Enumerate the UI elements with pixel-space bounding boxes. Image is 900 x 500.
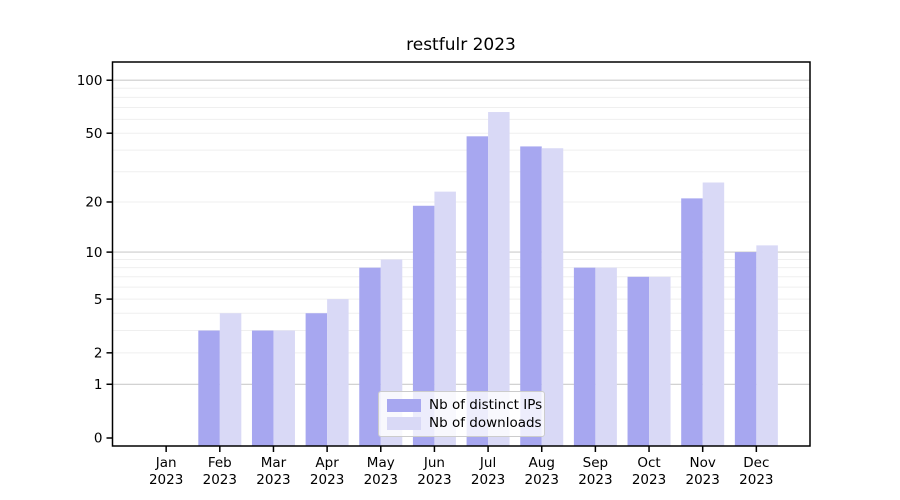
bar-distinct-ips: [627, 276, 650, 446]
bar-downloads: [434, 191, 456, 446]
x-axis-tick-label: Nov 2023: [686, 455, 720, 488]
x-axis-tick-label: May 2023: [364, 455, 398, 488]
bar-distinct-ips: [305, 313, 328, 446]
x-axis-tick-label: Oct 2023: [632, 455, 666, 488]
x-axis-tick-label: Jul 2023: [471, 455, 505, 488]
legend-item-downloads: Nb of downloads: [387, 415, 542, 431]
y-axis-tick-label: 0: [94, 431, 103, 447]
x-axis-tick-label: Apr 2023: [310, 455, 344, 488]
bar-distinct-ips: [251, 330, 274, 446]
y-axis-tick-label: 1: [94, 377, 103, 393]
legend-label-downloads: Nb of downloads: [429, 415, 542, 431]
bar-downloads: [595, 267, 617, 446]
bar-distinct-ips: [198, 330, 220, 446]
x-axis-tick-label: Aug 2023: [525, 455, 559, 488]
chart-title: restfulr 2023: [406, 35, 516, 55]
y-axis-tick-label: 10: [85, 245, 102, 261]
bar-downloads: [649, 276, 671, 446]
legend-label-distinct-ips: Nb of distinct IPs: [429, 397, 543, 413]
bar-downloads: [327, 299, 349, 446]
x-axis-tick-label: Feb 2023: [203, 455, 237, 488]
bar-distinct-ips: [466, 136, 489, 447]
y-axis-tick-label: 5: [94, 292, 103, 308]
bar-distinct-ips: [520, 146, 542, 446]
x-axis-tick-label: Mar 2023: [256, 455, 290, 488]
y-axis-tick-label: 50: [85, 126, 102, 142]
bar-distinct-ips: [734, 252, 757, 446]
x-axis-tick-label: Jun 2023: [417, 455, 451, 488]
legend-item-distinct-ips: Nb of distinct IPs: [387, 397, 542, 413]
bar-distinct-ips: [573, 267, 596, 446]
bar-downloads: [219, 313, 242, 446]
bar-downloads: [488, 112, 510, 446]
y-axis-tick-label: 2: [94, 346, 103, 362]
x-axis-tick-label: Sep 2023: [578, 455, 612, 488]
legend-swatch-distinct-ips-icon: [387, 398, 421, 412]
bar-distinct-ips: [359, 267, 381, 446]
y-axis-tick-label: 100: [77, 73, 103, 89]
bar-downloads: [273, 330, 295, 446]
y-axis-tick-label: 20: [85, 195, 102, 211]
bar-distinct-ips: [412, 205, 435, 446]
bar-downloads: [702, 182, 725, 446]
legend-swatch-downloads-icon: [387, 416, 421, 430]
bar-downloads: [756, 245, 778, 446]
x-axis-tick-label: Jan 2023: [149, 455, 183, 488]
bar-distinct-ips: [681, 198, 703, 446]
legend: Nb of distinct IPs Nb of downloads: [378, 391, 545, 437]
bar-downloads: [541, 148, 564, 446]
x-axis-tick-label: Dec 2023: [739, 455, 773, 488]
plot-border: [111, 61, 811, 447]
